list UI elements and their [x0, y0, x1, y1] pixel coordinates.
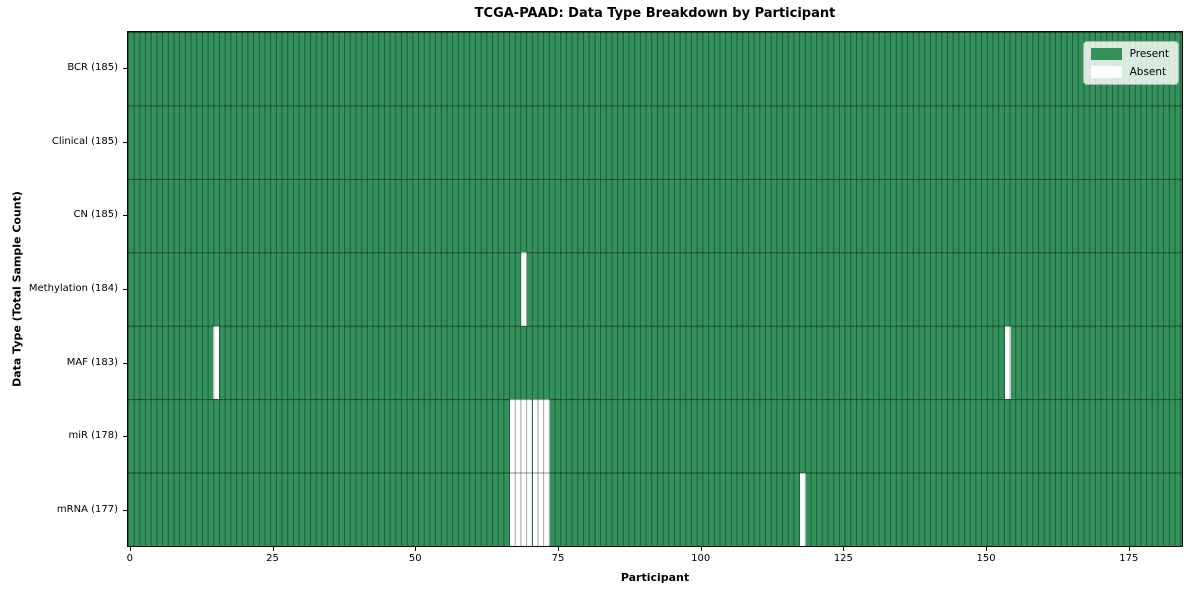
- mesh: [128, 32, 1182, 546]
- x-tick-label: 0: [126, 553, 134, 564]
- y-tick-label-bcr: BCR (185): [67, 61, 118, 73]
- legend-swatch-absent: [1090, 66, 1122, 78]
- absent-cell: [509, 472, 516, 546]
- legend-label: Absent: [1129, 66, 1167, 78]
- y-tick-mark: [123, 67, 127, 69]
- y-tick-label-mrna: mRNA (177): [56, 504, 118, 516]
- y-tick-label-methylation: Methylation (184): [28, 283, 118, 294]
- x-tick-mark: [557, 547, 559, 551]
- y-tick-mark: [123, 510, 127, 512]
- absent-cell: [521, 472, 527, 546]
- legend-label: Present: [1129, 48, 1169, 60]
- absent-cell: [509, 399, 516, 473]
- y-tick-mark: [123, 215, 127, 217]
- x-tick-mark: [1128, 547, 1130, 551]
- absent-cell: [213, 325, 220, 400]
- absent-cell: [543, 472, 550, 546]
- absent-cell: [543, 399, 550, 473]
- absent-cell: [532, 399, 539, 473]
- absent-cell: [521, 399, 527, 473]
- chart-title: TCGA-PAAD: Data Type Breakdown by Partic…: [474, 6, 836, 21]
- x-tick-label: 100: [691, 553, 711, 564]
- absent-cell: [515, 472, 522, 546]
- y-tick-mark: [123, 436, 127, 438]
- absent-cell: [532, 472, 539, 546]
- y-tick-mark: [123, 289, 127, 290]
- x-tick-mark: [843, 547, 845, 551]
- x-tick-mark: [700, 547, 702, 551]
- absent-cell: [800, 472, 806, 546]
- x-tick-mark: [415, 547, 417, 551]
- absent-cell: [515, 399, 522, 473]
- x-tick-label: 150: [976, 553, 996, 564]
- x-tick-mark: [129, 547, 131, 551]
- x-tick-label: 25: [266, 553, 279, 564]
- absent-cell: [526, 399, 533, 473]
- absent-cell: [1005, 325, 1012, 400]
- plot-area: [127, 31, 1183, 547]
- y-tick-label-cn: CN (185): [73, 209, 118, 221]
- x-axis-title: Participant: [620, 571, 690, 584]
- x-tick-mark: [986, 547, 988, 551]
- x-tick-label: 75: [551, 553, 565, 564]
- legend-item: Present: [1090, 48, 1169, 60]
- y-tick-mark: [123, 141, 127, 143]
- y-tick-label-mir: miR (178): [68, 430, 118, 442]
- legend-item: Absent: [1090, 66, 1169, 78]
- absent-cell: [538, 472, 544, 546]
- legend-swatch-present: [1090, 48, 1122, 60]
- absent-cell: [538, 399, 544, 473]
- y-tick-label-clinical: Clinical (185): [51, 135, 118, 147]
- x-tick-label: 125: [833, 553, 853, 564]
- y-tick-label-maf: MAF (183): [66, 356, 118, 368]
- y-tick-mark: [123, 362, 127, 364]
- absent-cell: [521, 252, 527, 326]
- legend: Present Absent: [1082, 41, 1179, 85]
- x-tick-mark: [272, 547, 274, 551]
- absent-cell: [526, 472, 533, 546]
- y-axis-title: Data Type (Total Sample Count): [10, 191, 24, 387]
- x-tick-label: 50: [408, 553, 422, 564]
- x-tick-label: 175: [1119, 553, 1139, 564]
